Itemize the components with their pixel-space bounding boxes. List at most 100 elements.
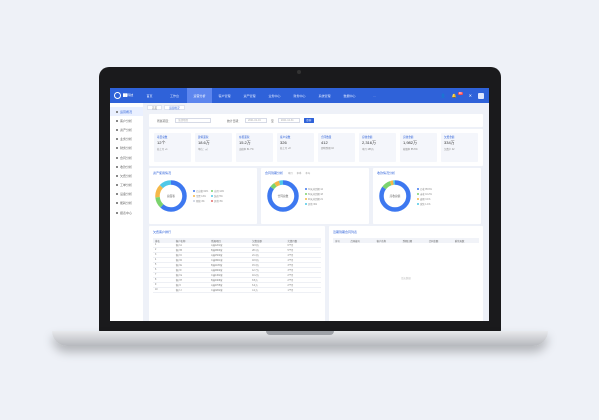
sidebar-item[interactable]: 收款分析 [110, 162, 143, 171]
stat-card[interactable]: 欠费金额 334万 欠费户 42 [441, 133, 478, 162]
nav-item[interactable]: 系统管理 [318, 93, 331, 98]
stat-card[interactable]: 客户总数 326 较上月 +8 [277, 133, 314, 162]
sidebar-item-label: 设备分析 [120, 192, 133, 197]
nav-item[interactable]: 财务中心 [293, 93, 306, 98]
stat-card[interactable]: 在租面积 15.2万 出租率 81.7% [236, 133, 273, 162]
table-cell: 3个月 [285, 262, 321, 269]
legend-dot [417, 192, 419, 195]
pie2-title: 合同到期分析 [265, 171, 284, 175]
table-row[interactable]: 2 客户B B座0803室 28.1万 5个月 [153, 247, 321, 254]
table-row[interactable]: 9 客户I A座0705室 6.4万 2个月 [153, 282, 321, 289]
sidebar-item[interactable]: 业务分析 [110, 135, 143, 144]
nav-item[interactable]: 数据中心 [343, 93, 356, 98]
user-icon[interactable]: 👤 [440, 93, 446, 98]
stat-card[interactable]: 合同数量 412 即将到期 16 [318, 133, 355, 162]
stat-card[interactable]: 应收金额 2,316万 本月 186万 [359, 133, 396, 162]
stat-sub: 欠费户 42 [444, 148, 455, 151]
date-end-input[interactable]: 2021-12-31 [277, 118, 300, 123]
stat-card[interactable]: 项目总数 12个 较上月 +1 [154, 133, 191, 162]
pie2-tab[interactable]: 本月 [287, 172, 293, 175]
legend-label: 30天内到期 12 [308, 188, 323, 191]
table-row[interactable]: 4 客户D C座0601室 18.9万 4个月 [153, 257, 321, 264]
table-cell: 3个月 [285, 267, 321, 274]
legend-label: 90天内到期 21 [308, 198, 323, 201]
table-cell: 客户I [173, 282, 210, 289]
sidebar-item[interactable]: 设备分析 [110, 190, 143, 199]
avatar[interactable] [478, 92, 484, 99]
legend-item: 其他 361 [305, 202, 323, 206]
sidebar-item[interactable]: 资产分析 [110, 125, 143, 134]
pie2-tab[interactable]: 本年 [305, 172, 311, 175]
table-row[interactable]: 3 客户C A座1502室 21.4万 4个月 [153, 252, 321, 259]
table-cell: 28.1万 [250, 247, 286, 254]
stat-value: 412 [321, 140, 328, 145]
arrears-table-card: 欠费客户排行 排名 客户名称 所属项目 欠费金额 欠费月数 1 客户A A座1201室 32.… [149, 226, 325, 321]
breadcrumb-tabs: 首页 运营概况 [147, 103, 487, 111]
legend-dot [211, 195, 214, 197]
table-cell: B座0803室 [209, 247, 251, 254]
table-row[interactable]: 1 客户A A座1201室 32.6万 6个月 [153, 243, 321, 249]
stat-card[interactable]: 实收金额 1,982万 收缴率 85.6% [400, 133, 437, 162]
legend-item: 空置 14% [193, 194, 208, 198]
table-row[interactable]: 10 客户J C座0202室 4.1万 1个月 [153, 287, 321, 294]
sidebar-item[interactable]: 客户分析 [110, 116, 143, 125]
stat-value: 18.6万 [198, 140, 210, 145]
tab[interactable]: 运营概况 [164, 104, 185, 110]
date-start-input[interactable]: 2021-01-01 [245, 118, 267, 123]
sidebar-item[interactable]: 工单分析 [110, 181, 143, 190]
nav-item[interactable]: 业务中心 [268, 93, 281, 98]
sidebar-item-label: 能耗分析 [120, 201, 133, 206]
table-row[interactable]: 5 客户E B座1105室 15.3万 3个月 [153, 262, 321, 269]
legend-item: 减免 1.1% [417, 202, 432, 206]
nav-item[interactable]: 工作台 [169, 93, 179, 98]
stat-sub: 出租率 81.7% [239, 148, 254, 151]
nav-item[interactable]: 客户管理 [218, 93, 231, 98]
project-select[interactable]: 全部项目 [175, 118, 211, 123]
logo-text: ██科技 [123, 93, 134, 97]
stat-card[interactable]: 建筑面积 18.6万 单位：㎡ [195, 133, 232, 162]
logo[interactable]: ██科技 [110, 92, 137, 99]
main-content: 首页 运营概况 所属项目： 全部项目 统计日期： 2021-01-01 至 202… [147, 103, 487, 321]
table-header: 序号 [333, 238, 349, 243]
pie2-center: 合同总数 [278, 194, 289, 198]
legend-dot [193, 190, 195, 192]
table-row[interactable]: 7 客户G C座1302室 10.2万 2个月 [153, 272, 321, 279]
fullscreen-icon[interactable]: ✕ [468, 93, 472, 98]
sidebar-item[interactable]: 报表中心 [110, 208, 143, 217]
table-header: 合同编号 [348, 238, 375, 243]
pie2-tab[interactable]: 本季 [296, 172, 302, 175]
sidebar-item[interactable]: 财务分析 [110, 144, 143, 153]
table-row[interactable]: 6 客户F A座0902室 12.7万 3个月 [153, 267, 321, 274]
menu-item-icon [116, 174, 118, 177]
stat-sub: 收缴率 85.6% [403, 148, 418, 151]
search-button[interactable]: 查询 [303, 118, 314, 123]
bell-icon[interactable]: 🔔 [451, 93, 457, 98]
table-header: 欠费金额 [250, 238, 286, 243]
table-cell: 客户E [173, 262, 210, 269]
sidebar-item[interactable]: 欠费分析 [110, 171, 143, 180]
menu-item-icon [116, 119, 118, 122]
main-nav: 首页 工作台 运营分析 客户管理 资产管理 业务中心 财务中心 系统管理 数据中心 ··· [137, 88, 387, 103]
sidebar-item[interactable]: 能耗分析 [110, 199, 143, 208]
legend-item: 30天内到期 12 [305, 187, 323, 191]
legend-item: 已出租 62% [193, 189, 208, 193]
menu-item-icon [116, 110, 118, 113]
nav-item[interactable]: 首页 [146, 93, 153, 98]
tab[interactable]: 首页 [147, 104, 163, 110]
table-cell: 6个月 [285, 243, 321, 249]
nav-item[interactable]: ··· [373, 93, 376, 98]
table-cell: 客户G [173, 272, 210, 279]
table-cell: 1 [153, 243, 174, 249]
sidebar-item[interactable]: 合同分析 [110, 153, 143, 162]
nav-item[interactable]: 资产管理 [243, 93, 256, 98]
table-header: 客户名称 [173, 238, 210, 243]
table-cell: 10 [153, 287, 174, 294]
table-cell: 2 [153, 247, 174, 254]
pie1-center: 总面积 [167, 194, 175, 198]
table-cell: 客户H [173, 277, 210, 284]
sidebar-item[interactable]: 运营概况 [110, 107, 143, 117]
table-row[interactable]: 8 客户H B座0406室 8.6万 2个月 [153, 277, 321, 284]
table-cell: 12.7万 [250, 267, 286, 274]
nav-item[interactable]: 运营分析 [187, 88, 212, 103]
laptop-notch [266, 331, 334, 335]
